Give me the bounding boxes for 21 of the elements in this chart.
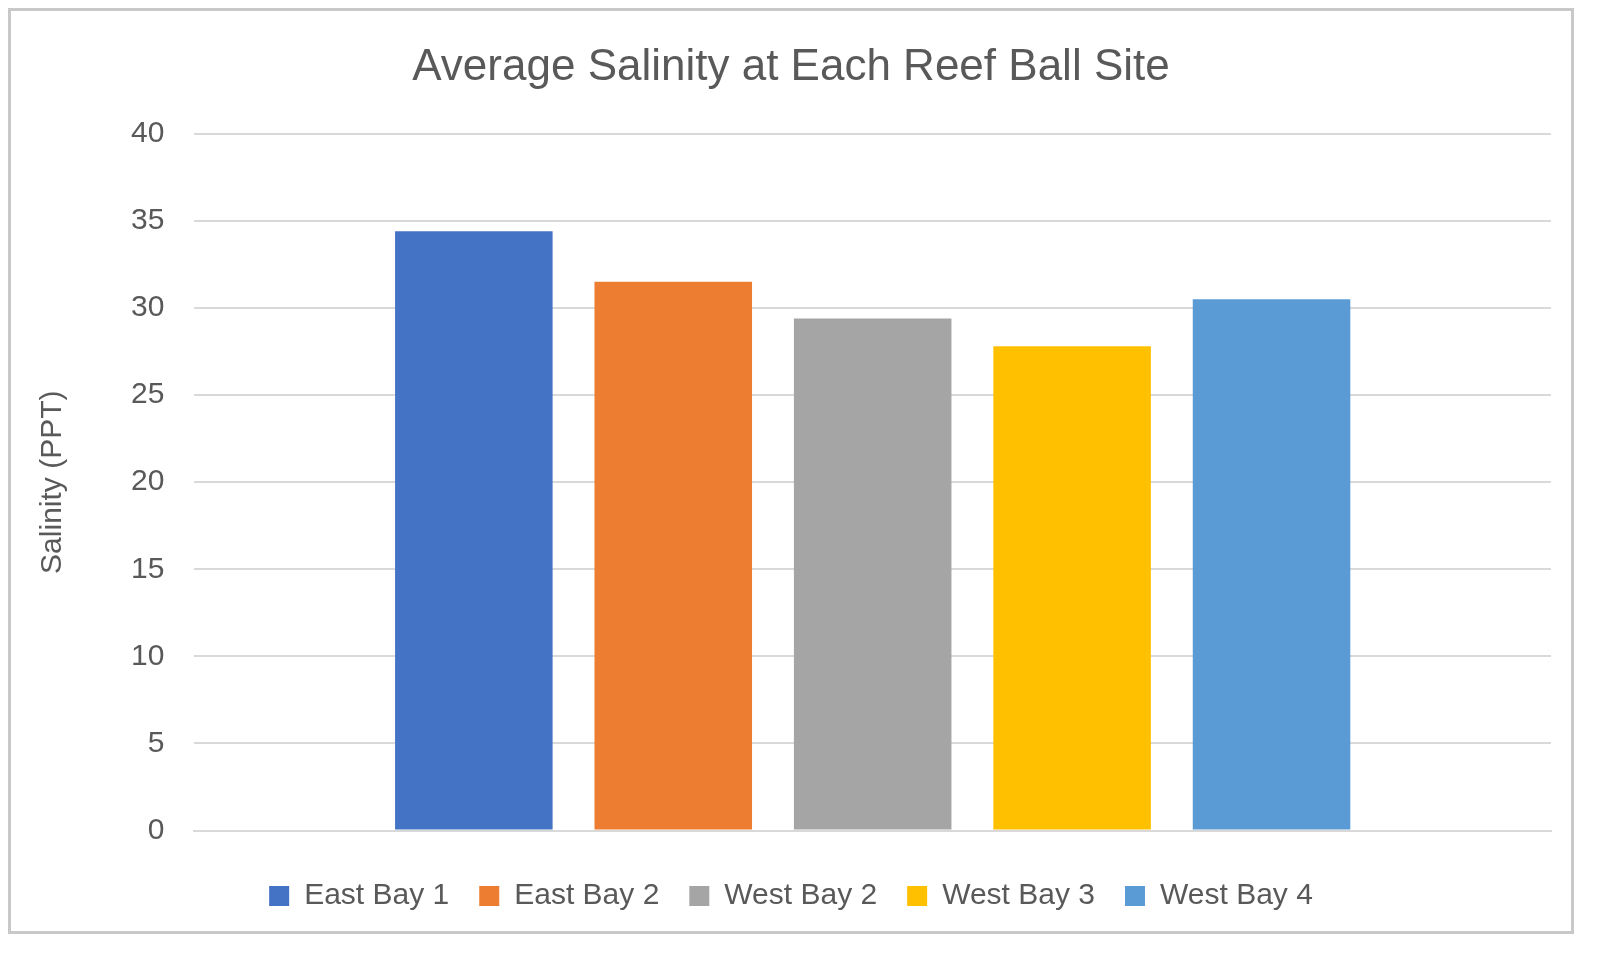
legend-label: East Bay 1 [304,877,450,911]
bar [1192,299,1351,830]
y-tick-label: 40 [130,115,165,149]
bar [594,281,753,830]
legend-label: East Bay 2 [514,877,660,911]
y-tick-label: 30 [130,289,165,323]
legend-label: West Bay 3 [942,877,1095,911]
y-tick-label: 25 [130,376,165,410]
y-tick-label: 0 [147,811,165,845]
y-tick-label: 10 [130,637,165,671]
y-tick-label: 5 [147,724,165,758]
bar [395,231,553,830]
legend-label: West Bay 2 [724,877,878,911]
bar [993,346,1151,830]
y-tick-label: 35 [130,202,165,236]
y-tick-label: 15 [130,550,165,584]
bar [793,318,952,830]
chart-title: Average Salinity at Each Reef Ball Site [412,39,1170,89]
legend-label: West Bay 4 [1160,877,1313,911]
y-tick-label: 20 [130,463,165,497]
y-axis-title: Salinity (PPT) [34,390,68,574]
